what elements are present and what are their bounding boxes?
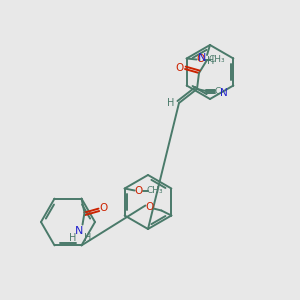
Text: N: N bbox=[75, 226, 84, 236]
Text: C: C bbox=[215, 86, 221, 95]
Text: N: N bbox=[198, 53, 206, 63]
Text: O: O bbox=[134, 185, 143, 196]
Text: H: H bbox=[84, 232, 91, 243]
Text: O: O bbox=[99, 202, 108, 213]
Text: O: O bbox=[176, 63, 184, 73]
Text: CH₃: CH₃ bbox=[146, 186, 163, 195]
Text: N: N bbox=[220, 88, 228, 98]
Text: H: H bbox=[69, 232, 76, 243]
Text: O: O bbox=[145, 202, 154, 212]
Text: O: O bbox=[196, 55, 205, 64]
Text: H: H bbox=[207, 56, 215, 66]
Text: CH₃: CH₃ bbox=[208, 55, 225, 64]
Text: H: H bbox=[167, 98, 175, 108]
